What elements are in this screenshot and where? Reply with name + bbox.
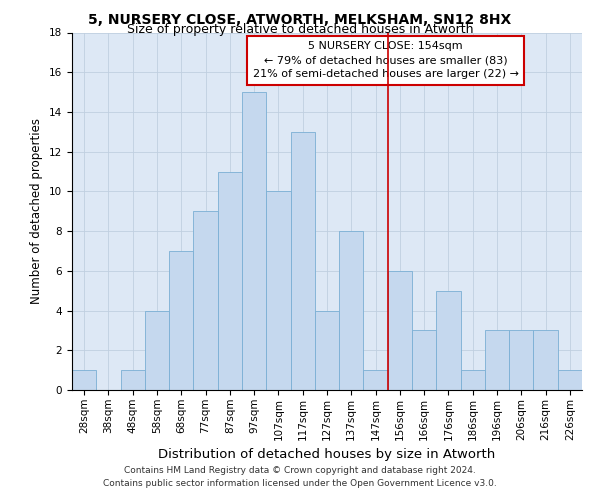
Bar xyxy=(364,370,388,390)
Bar xyxy=(509,330,533,390)
Bar xyxy=(121,370,145,390)
Bar xyxy=(436,290,461,390)
Y-axis label: Number of detached properties: Number of detached properties xyxy=(31,118,43,304)
Text: Size of property relative to detached houses in Atworth: Size of property relative to detached ho… xyxy=(127,22,473,36)
Text: 5, NURSERY CLOSE, ATWORTH, MELKSHAM, SN12 8HX: 5, NURSERY CLOSE, ATWORTH, MELKSHAM, SN1… xyxy=(88,12,512,26)
Bar xyxy=(558,370,582,390)
Bar xyxy=(315,310,339,390)
Bar xyxy=(193,211,218,390)
Bar xyxy=(485,330,509,390)
Bar xyxy=(145,310,169,390)
Bar xyxy=(242,92,266,390)
Bar xyxy=(412,330,436,390)
Text: 5 NURSERY CLOSE: 154sqm
← 79% of detached houses are smaller (83)
21% of semi-de: 5 NURSERY CLOSE: 154sqm ← 79% of detache… xyxy=(253,42,518,80)
Text: Contains HM Land Registry data © Crown copyright and database right 2024.
Contai: Contains HM Land Registry data © Crown c… xyxy=(103,466,497,487)
Bar xyxy=(72,370,96,390)
Bar xyxy=(169,251,193,390)
Bar xyxy=(388,271,412,390)
Bar xyxy=(533,330,558,390)
Bar xyxy=(290,132,315,390)
Bar xyxy=(266,192,290,390)
Bar xyxy=(339,231,364,390)
Bar xyxy=(461,370,485,390)
X-axis label: Distribution of detached houses by size in Atworth: Distribution of detached houses by size … xyxy=(158,448,496,461)
Bar xyxy=(218,172,242,390)
